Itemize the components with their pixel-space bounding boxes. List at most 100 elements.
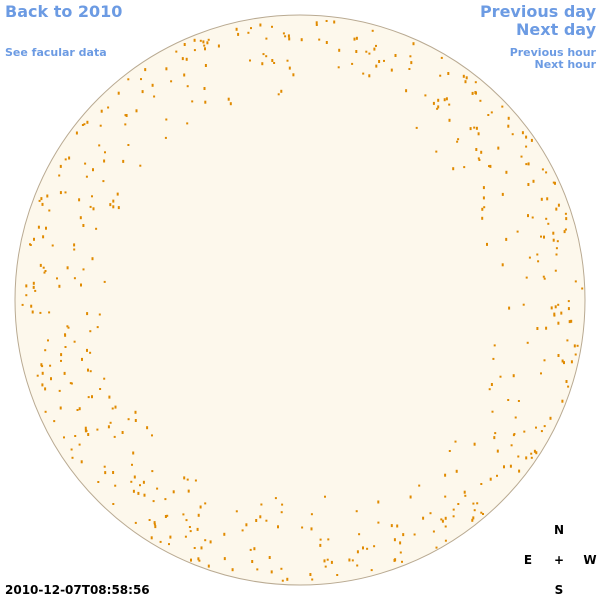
facula	[530, 456, 533, 459]
compass-center: +	[554, 553, 564, 567]
facula	[362, 72, 365, 75]
facular-link[interactable]: See facular data	[5, 46, 107, 59]
facula	[172, 490, 175, 494]
facula	[516, 230, 519, 233]
facula	[165, 67, 168, 71]
facula	[131, 463, 133, 466]
facula	[108, 395, 111, 399]
facula	[494, 432, 497, 435]
facula	[73, 248, 76, 251]
facula	[69, 382, 72, 385]
facula	[249, 548, 252, 551]
facula	[60, 359, 62, 362]
facula	[441, 519, 444, 523]
previous-day-link[interactable]: Previous day	[480, 2, 597, 21]
facula	[183, 476, 186, 480]
facula	[541, 168, 544, 171]
solar-disk	[14, 14, 586, 586]
facula	[190, 558, 192, 562]
facula	[114, 405, 117, 409]
facula	[315, 21, 318, 25]
facula	[204, 100, 207, 104]
facula	[489, 477, 492, 481]
facula	[164, 136, 167, 139]
facula	[444, 516, 447, 520]
facula	[490, 111, 493, 114]
facula	[319, 538, 322, 541]
facula	[399, 541, 402, 545]
facula	[325, 20, 328, 22]
facula	[496, 474, 498, 477]
facula	[482, 513, 484, 515]
facula	[237, 32, 240, 36]
facula	[570, 360, 573, 364]
facula	[44, 410, 47, 413]
facula	[198, 559, 201, 562]
faculae	[21, 20, 584, 582]
facula	[555, 207, 558, 211]
facula	[81, 124, 84, 126]
facula	[204, 47, 206, 51]
facula	[497, 146, 500, 150]
facula	[481, 216, 484, 220]
facula	[473, 509, 476, 512]
facula	[561, 399, 564, 403]
facula	[488, 165, 490, 168]
facula	[405, 89, 408, 93]
facula	[87, 368, 89, 372]
facula	[377, 500, 380, 504]
facula	[448, 103, 451, 106]
facula	[464, 80, 467, 84]
facula	[567, 300, 570, 303]
facula	[543, 425, 546, 428]
facula	[412, 42, 415, 46]
facula	[501, 105, 504, 108]
facula	[183, 43, 186, 46]
facula	[362, 546, 364, 550]
facula	[309, 573, 312, 576]
facula	[547, 222, 550, 225]
back-link[interactable]: Back to 2010	[5, 2, 122, 21]
facula	[537, 260, 540, 263]
facula	[42, 235, 45, 239]
facula	[151, 470, 154, 473]
facula	[209, 540, 212, 544]
previous-hour-link[interactable]: Previous hour	[510, 46, 597, 59]
facula	[536, 327, 539, 330]
facula	[351, 62, 354, 65]
facula	[135, 109, 138, 113]
next-day-link[interactable]: Next day	[516, 20, 597, 39]
facula	[435, 546, 438, 549]
facula	[78, 407, 81, 411]
facula	[323, 559, 326, 563]
facula	[474, 81, 477, 84]
facula	[89, 330, 92, 333]
facula	[127, 144, 130, 146]
facula	[576, 344, 579, 347]
compass-south: S	[555, 583, 564, 597]
facula	[509, 464, 512, 468]
facula	[80, 460, 83, 464]
facula	[505, 237, 508, 241]
facula	[51, 244, 54, 247]
facula	[481, 207, 484, 211]
facula	[520, 155, 523, 158]
facula	[97, 481, 100, 483]
facula	[375, 44, 377, 47]
facula	[535, 426, 537, 429]
facula	[107, 106, 110, 109]
facula	[47, 339, 49, 342]
facula	[87, 433, 90, 436]
facula	[33, 237, 35, 241]
facula	[265, 55, 268, 58]
facula	[530, 138, 533, 142]
facula	[437, 98, 440, 102]
facula	[96, 326, 99, 329]
next-hour-link[interactable]: Next hour	[535, 58, 597, 71]
facula	[82, 268, 85, 271]
facula	[311, 578, 314, 581]
facula	[319, 543, 322, 547]
facula	[58, 389, 61, 392]
facula	[383, 59, 385, 62]
facula	[378, 60, 381, 63]
